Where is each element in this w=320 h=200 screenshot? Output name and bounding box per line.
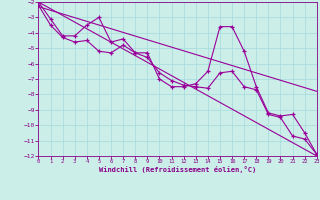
X-axis label: Windchill (Refroidissement éolien,°C): Windchill (Refroidissement éolien,°C)	[99, 166, 256, 173]
